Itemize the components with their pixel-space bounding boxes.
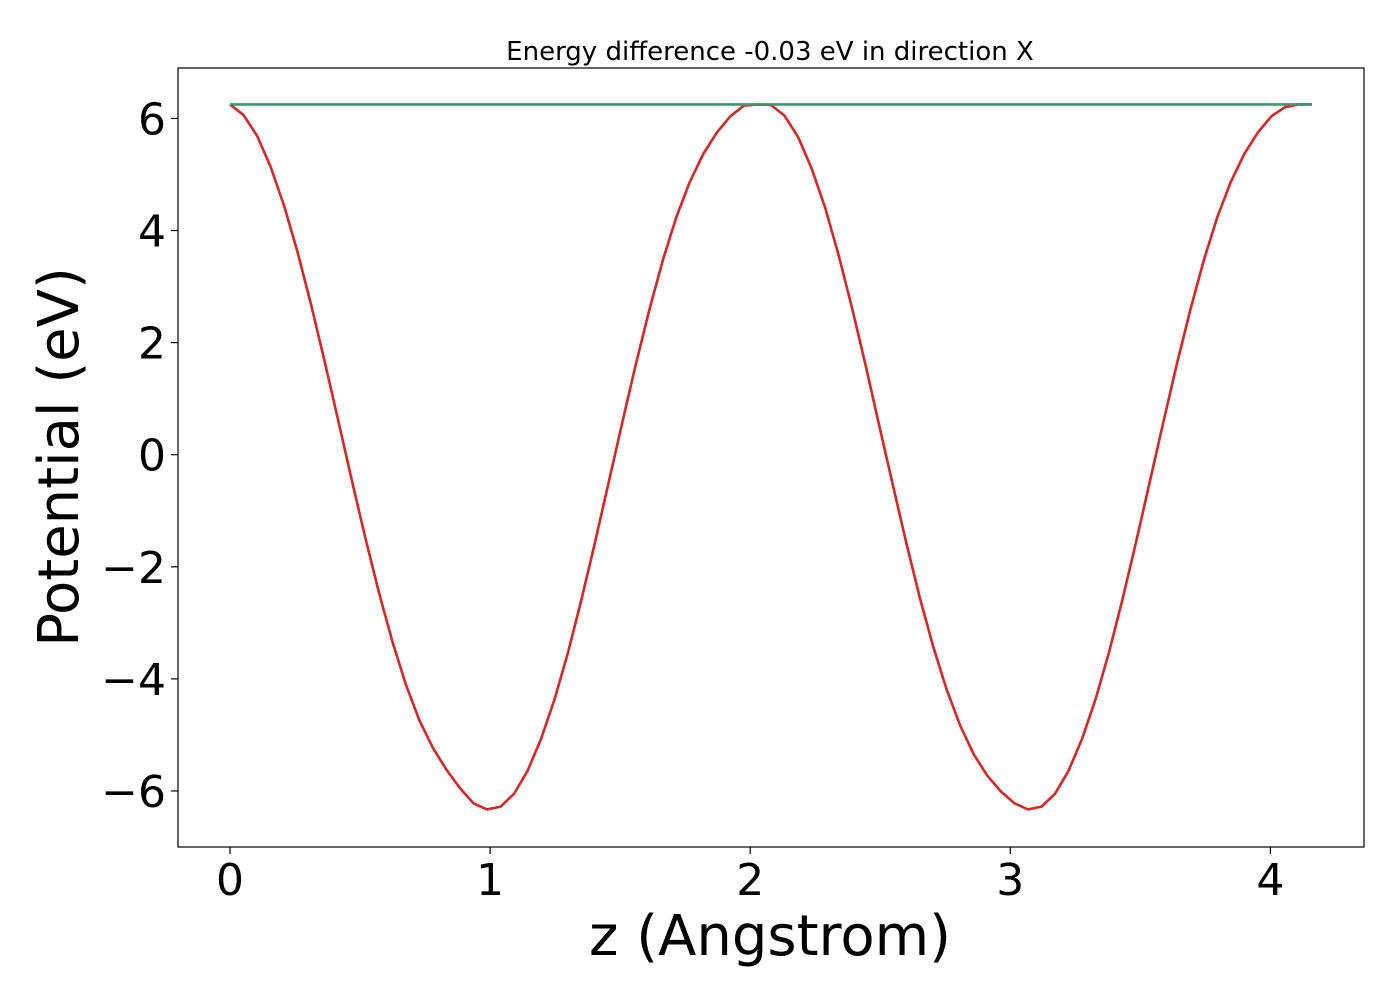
x-tick-label: 2 [736, 855, 764, 906]
x-axis-label: z (Angstrom) [589, 904, 951, 969]
y-tick-label: 2 [138, 319, 166, 370]
series-line-0 [229, 103, 1312, 811]
x-tick-label: 1 [476, 855, 504, 906]
y-tick-label: −4 [101, 655, 166, 706]
x-axis-ticks: 0 1 2 3 4 [216, 847, 1284, 906]
x-tick-label: 3 [996, 855, 1024, 906]
chart-title: Energy difference -0.03 eV in direction … [506, 37, 1034, 67]
y-tick-label: 6 [138, 94, 166, 145]
y-axis-ticks: 6 4 2 0 −2 −4 −6 [101, 94, 178, 818]
x-tick-label: 4 [1256, 855, 1284, 906]
plot-lines [229, 103, 1312, 811]
y-tick-label: 4 [138, 207, 166, 258]
x-tick-label: 0 [216, 855, 244, 906]
y-tick-label: −2 [101, 543, 166, 594]
y-tick-label: 0 [138, 431, 166, 482]
y-axis-label: Potential (eV) [27, 267, 92, 647]
y-tick-label: −6 [101, 767, 166, 818]
plot-frame [177, 67, 1365, 848]
